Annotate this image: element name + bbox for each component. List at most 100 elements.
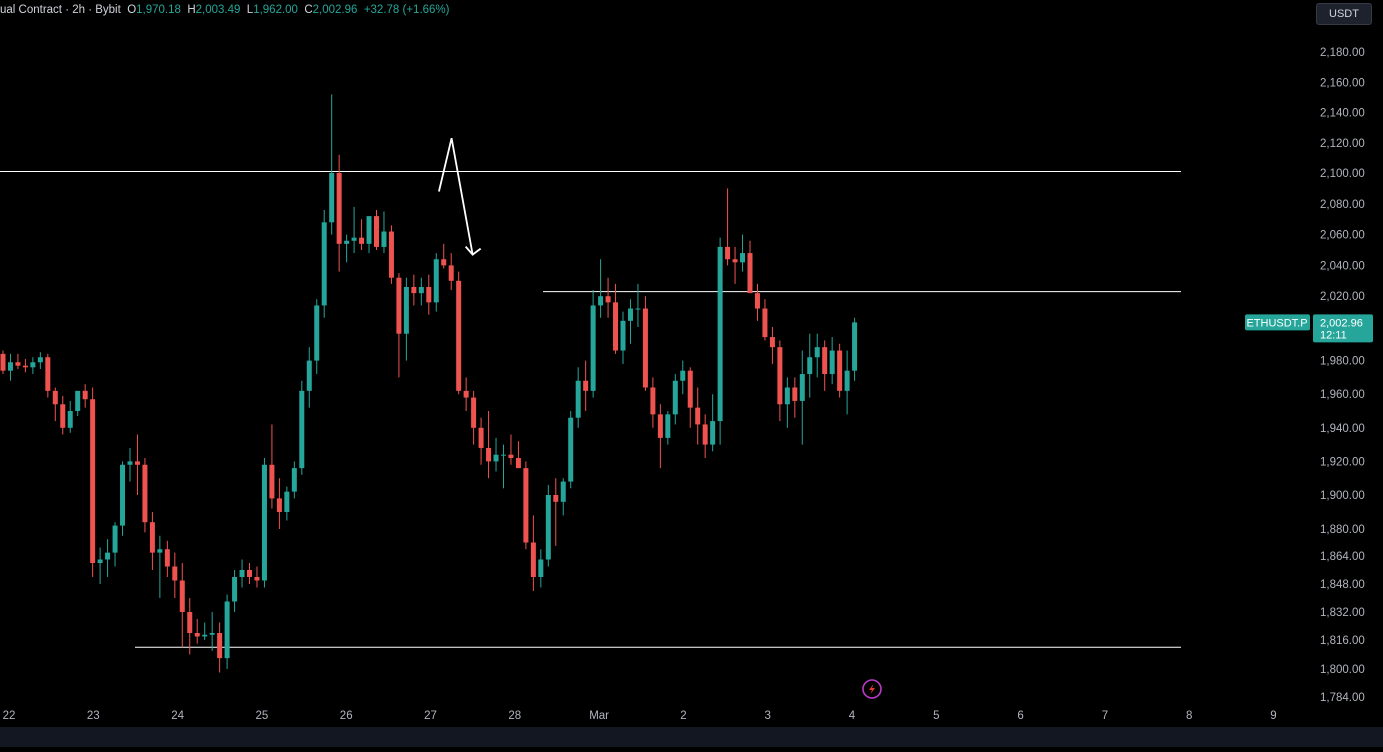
candle-body[interactable] — [0, 353, 6, 371]
candle-body[interactable] — [284, 491, 290, 512]
candle-body[interactable] — [90, 399, 96, 563]
candle-body[interactable] — [82, 390, 88, 400]
candle-body[interactable] — [732, 259, 738, 263]
candle-body[interactable] — [239, 570, 245, 577]
candle-body[interactable] — [209, 633, 215, 635]
candle-body[interactable] — [702, 424, 708, 445]
candle-body[interactable] — [725, 246, 731, 260]
candle-body[interactable] — [306, 360, 312, 391]
candle-body[interactable] — [471, 397, 477, 428]
currency-button[interactable]: USDT — [1316, 3, 1372, 25]
candle-body[interactable] — [314, 305, 320, 361]
candle-body[interactable] — [538, 559, 544, 578]
candle-body[interactable] — [598, 296, 604, 306]
candle-body[interactable] — [568, 417, 574, 482]
candle-body[interactable] — [276, 498, 282, 512]
candle-body[interactable] — [202, 634, 208, 637]
candle-body[interactable] — [486, 447, 492, 462]
candle-body[interactable] — [852, 322, 858, 371]
drawings[interactable] — [438, 138, 482, 256]
candle-body[interactable] — [523, 468, 529, 543]
candle-body[interactable] — [777, 347, 783, 405]
candle-body[interactable] — [463, 390, 469, 398]
lightning-icon[interactable] — [862, 679, 882, 699]
candle-body[interactable] — [590, 305, 596, 391]
candle-body[interactable] — [575, 380, 581, 418]
candle-body[interactable] — [807, 357, 813, 375]
candle-body[interactable] — [426, 286, 432, 303]
candle-body[interactable] — [187, 612, 193, 633]
candle-body[interactable] — [142, 464, 148, 523]
candle-body[interactable] — [37, 357, 43, 363]
candle-body[interactable] — [112, 525, 118, 553]
candle-body[interactable] — [299, 390, 305, 469]
candle-body[interactable] — [710, 421, 716, 445]
candle-body[interactable] — [179, 580, 185, 613]
candle-body[interactable] — [351, 237, 357, 241]
candle-body[interactable] — [172, 566, 178, 581]
candle-body[interactable] — [261, 464, 267, 581]
candle-body[interactable] — [650, 387, 656, 415]
candle-body[interactable] — [665, 414, 671, 438]
candle-body[interactable] — [381, 231, 387, 247]
candle-body[interactable] — [254, 577, 260, 581]
candle-body[interactable] — [545, 495, 551, 560]
candle-body[interactable] — [478, 427, 484, 448]
candle-body[interactable] — [747, 253, 753, 294]
candle-body[interactable] — [740, 253, 746, 263]
candle-body[interactable] — [605, 296, 611, 303]
candle-body[interactable] — [52, 390, 58, 405]
candles[interactable] — [0, 94, 858, 673]
drawn-arrow[interactable] — [438, 138, 474, 255]
candle-body[interactable] — [799, 374, 805, 401]
candle-body[interactable] — [627, 308, 633, 321]
candle-body[interactable] — [515, 458, 521, 469]
candle-body[interactable] — [224, 601, 230, 659]
candle-body[interactable] — [7, 362, 13, 371]
candle-body[interactable] — [411, 286, 417, 294]
candle-body[interactable] — [822, 347, 828, 375]
candle-body[interactable] — [157, 549, 163, 553]
candle-body[interactable] — [695, 407, 701, 425]
candle-body[interactable] — [359, 237, 365, 244]
candle-body[interactable] — [418, 286, 424, 294]
candle-body[interactable] — [433, 259, 439, 303]
candle-body[interactable] — [45, 357, 51, 391]
candle-body[interactable] — [75, 390, 81, 411]
candle-body[interactable] — [560, 481, 566, 502]
candle-body[interactable] — [344, 240, 350, 244]
candle-body[interactable] — [620, 320, 626, 351]
candle-body[interactable] — [291, 468, 297, 492]
candle-body[interactable] — [672, 380, 678, 415]
candle-body[interactable] — [448, 265, 454, 281]
candle-body[interactable] — [164, 549, 170, 567]
candle-body[interactable] — [844, 370, 850, 391]
candle-body[interactable] — [754, 293, 760, 309]
candle-body[interactable] — [127, 461, 133, 465]
candle-body[interactable] — [500, 454, 506, 456]
candle-body[interactable] — [687, 370, 693, 408]
candle-body[interactable] — [321, 222, 327, 306]
candle-body[interactable] — [837, 350, 843, 391]
candle-body[interactable] — [22, 365, 28, 368]
candle-body[interactable] — [149, 522, 155, 553]
time-axis[interactable]: 22 23 24 25 26 27 28 Mar 2 3 4 5 6 7 8 9 — [3, 710, 1277, 722]
candle-body[interactable] — [388, 231, 394, 278]
candle-body[interactable] — [366, 216, 372, 244]
candle-body[interactable] — [792, 387, 798, 401]
candle-body[interactable] — [635, 308, 641, 310]
candle-body[interactable] — [30, 362, 36, 368]
candle-body[interactable] — [613, 302, 619, 351]
candle-body[interactable] — [247, 570, 253, 577]
price-axis[interactable]: 2,180.00 2,160.00 2,140.00 2,120.00 2,100.00… — [1320, 47, 1365, 704]
candle-body[interactable] — [769, 337, 775, 348]
candle-body[interactable] — [553, 495, 559, 502]
candle-body[interactable] — [105, 552, 111, 560]
candle-body[interactable] — [717, 246, 723, 422]
candle-body[interactable] — [329, 173, 335, 223]
candle-body[interactable] — [336, 173, 342, 244]
candle-body[interactable] — [194, 633, 200, 637]
candle-body[interactable] — [493, 454, 499, 462]
